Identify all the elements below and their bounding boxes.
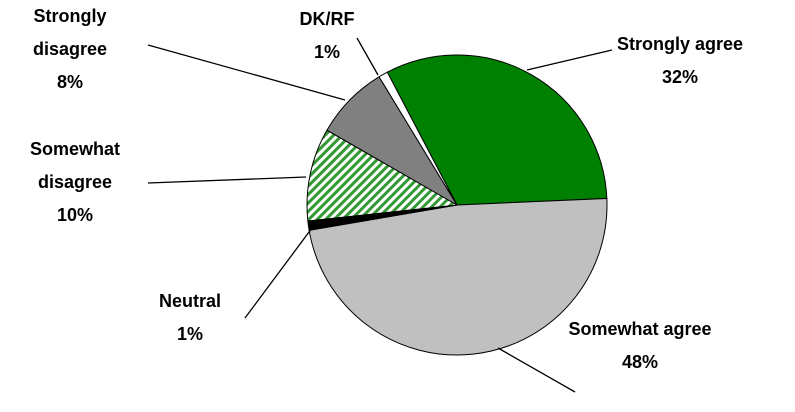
- leader-line: [147, 176, 307, 184]
- value-label: 10%: [56, 205, 94, 225]
- category-label: Somewhat disagree: [29, 139, 121, 192]
- pie-slice: [378, 71, 458, 206]
- pie-slice: [308, 197, 608, 356]
- category-label: DK/RF: [299, 9, 355, 29]
- value-label: 8%: [56, 72, 83, 92]
- slice-label: DK/RF 1%: [277, 3, 377, 69]
- leader-line: [356, 37, 379, 76]
- value-label: 48%: [621, 352, 659, 372]
- slice-label: Neutral 1%: [130, 285, 250, 351]
- pie-slice: [386, 54, 608, 206]
- leader-line: [526, 49, 613, 71]
- slice-label: Somewhat agree 48%: [565, 313, 715, 379]
- leader-line: [244, 227, 313, 319]
- pie-slice: [306, 129, 459, 222]
- leader-line: [147, 44, 346, 101]
- slice-label: Strongly agree 32%: [575, 28, 785, 94]
- category-label: Strongly disagree: [32, 6, 108, 59]
- leader-line: [497, 347, 576, 393]
- slice-label: Strongly disagree 8%: [5, 0, 135, 99]
- slice-label: Somewhat disagree 10%: [5, 133, 145, 232]
- category-label: Neutral: [158, 291, 221, 311]
- value-label: 1%: [176, 324, 203, 344]
- category-label: Somewhat agree: [568, 319, 712, 339]
- value-label: 1%: [313, 42, 340, 62]
- value-label: 32%: [661, 67, 699, 87]
- category-label: Strongly agree: [616, 34, 744, 54]
